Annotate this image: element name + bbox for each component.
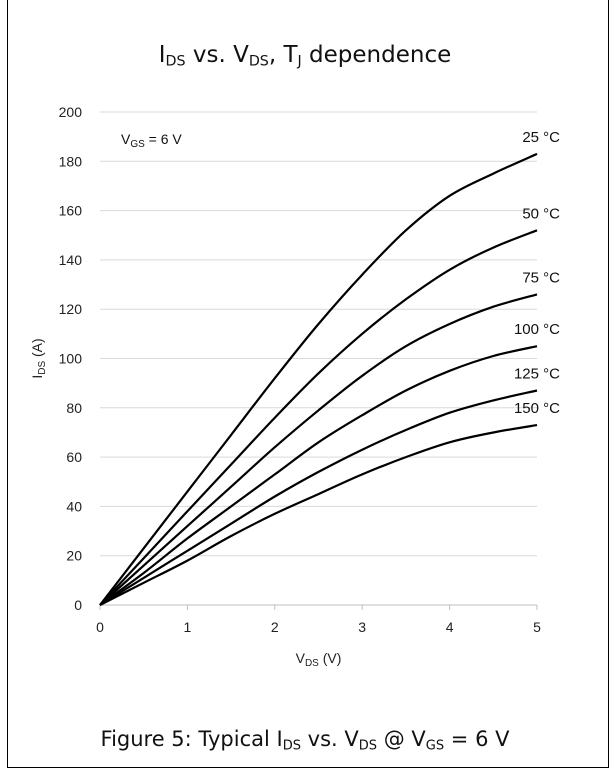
y-tick-label: 0 xyxy=(74,597,82,613)
y-tick-label: 60 xyxy=(66,449,82,465)
series-line xyxy=(99,389,538,606)
x-tick-label: 5 xyxy=(533,619,541,635)
series-label: 25 °C xyxy=(522,129,560,146)
y-tick-label: 80 xyxy=(66,400,82,416)
y-tick-label: 40 xyxy=(66,498,82,514)
x-tick-label: 2 xyxy=(271,619,279,635)
y-tick-label: 160 xyxy=(59,203,83,219)
y-tick-label: 120 xyxy=(59,301,83,317)
vgs-annotation: VGS = 6 V xyxy=(121,131,182,150)
series-label: 125 °C xyxy=(514,366,560,383)
x-tick-label: 3 xyxy=(358,619,366,635)
y-tick-label: 100 xyxy=(59,351,83,367)
y-tick-label: 180 xyxy=(59,153,83,169)
figure-caption: Figure 5: Typical IDS vs. VDS @ VGS = 6 … xyxy=(100,727,510,754)
y-tick-label: 200 xyxy=(59,104,83,120)
series-label: 50 °C xyxy=(522,205,560,222)
series-label: 150 °C xyxy=(514,400,560,417)
series-line xyxy=(99,229,538,606)
x-tick-label: 0 xyxy=(96,619,104,635)
y-tick-label: 140 xyxy=(59,252,83,268)
series-label: 75 °C xyxy=(522,269,560,286)
series-line xyxy=(99,293,538,606)
chart-title: IDS vs. VDS, TJ dependence xyxy=(158,42,452,70)
y-tick-label: 20 xyxy=(66,548,82,564)
series-label: 100 °C xyxy=(514,321,560,338)
series-line xyxy=(99,345,538,606)
x-axis-label: VDS (V) xyxy=(296,650,342,669)
series-line xyxy=(99,152,538,606)
y-axis-label: IDS (A) xyxy=(29,338,48,378)
x-tick-label: 1 xyxy=(184,619,192,635)
x-tick-label: 4 xyxy=(446,619,454,635)
series-line xyxy=(99,424,538,606)
